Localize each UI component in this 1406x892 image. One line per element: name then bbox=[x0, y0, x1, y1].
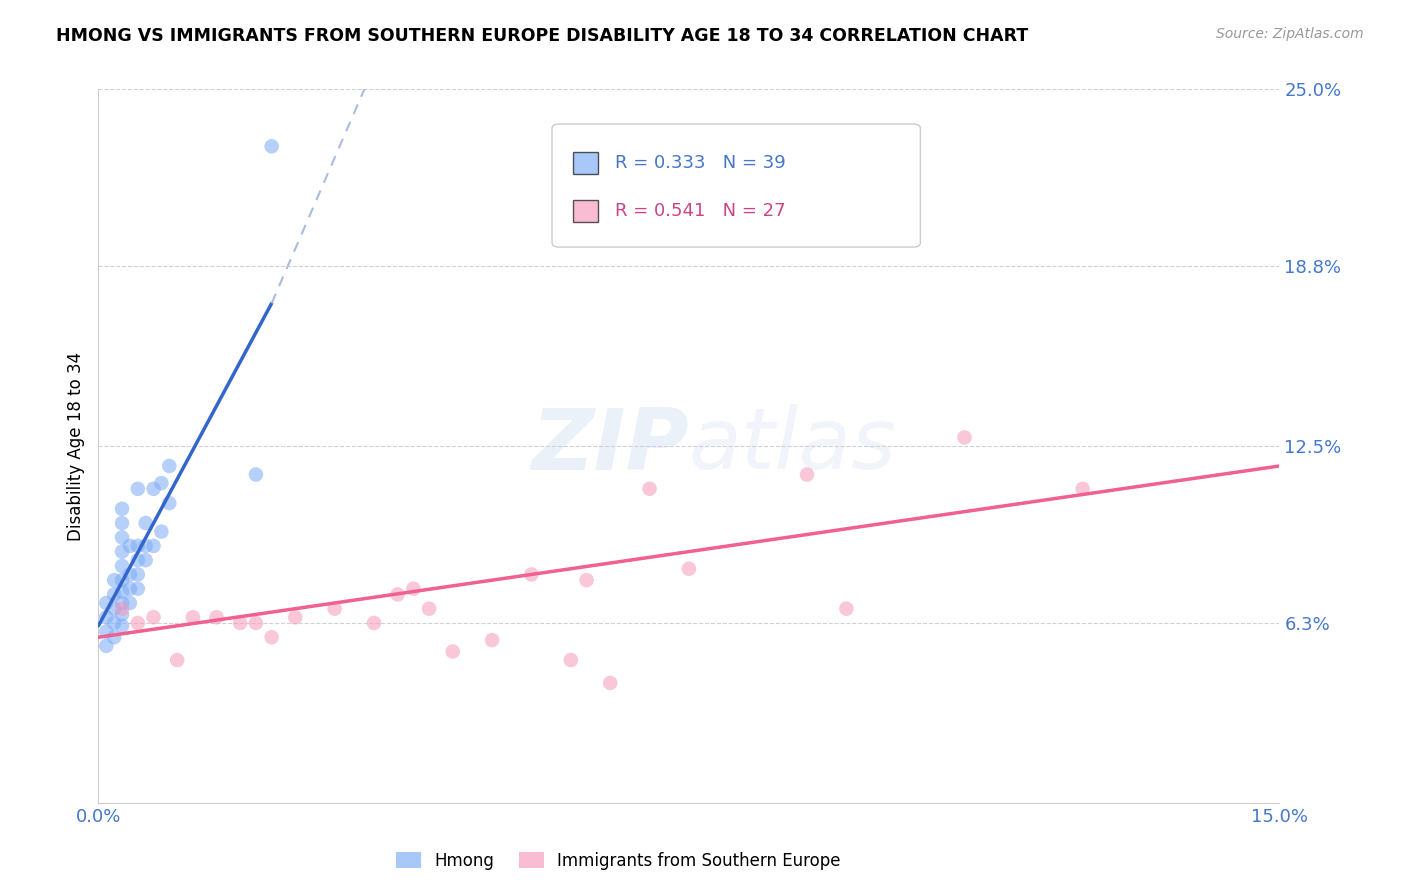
Point bbox=[245, 615, 267, 630]
Point bbox=[599, 676, 621, 690]
Point bbox=[111, 607, 134, 622]
Point bbox=[96, 596, 118, 610]
Point bbox=[111, 619, 134, 633]
Point bbox=[118, 582, 141, 596]
Point bbox=[103, 615, 125, 630]
Point bbox=[284, 610, 307, 624]
Point bbox=[127, 553, 149, 567]
Point bbox=[260, 630, 283, 644]
Point bbox=[157, 496, 180, 510]
Point bbox=[560, 653, 582, 667]
Point bbox=[323, 601, 346, 615]
Text: ZIP: ZIP bbox=[531, 404, 689, 488]
Point bbox=[103, 573, 125, 587]
Point bbox=[111, 584, 134, 599]
Point bbox=[111, 596, 134, 610]
Point bbox=[135, 553, 157, 567]
Point bbox=[402, 582, 425, 596]
Point bbox=[103, 587, 125, 601]
Point bbox=[135, 539, 157, 553]
Text: R = 0.333   N = 39: R = 0.333 N = 39 bbox=[616, 153, 786, 171]
Point bbox=[127, 615, 149, 630]
Point bbox=[118, 596, 141, 610]
Point bbox=[638, 482, 661, 496]
Point bbox=[127, 539, 149, 553]
Point bbox=[118, 567, 141, 582]
Point bbox=[96, 639, 118, 653]
Point bbox=[127, 582, 149, 596]
Point bbox=[481, 633, 503, 648]
Point bbox=[245, 467, 267, 482]
Point bbox=[111, 544, 134, 558]
Point bbox=[418, 601, 440, 615]
Point bbox=[111, 501, 134, 516]
Point bbox=[96, 610, 118, 624]
Point bbox=[157, 458, 180, 473]
Text: HMONG VS IMMIGRANTS FROM SOUTHERN EUROPE DISABILITY AGE 18 TO 34 CORRELATION CHA: HMONG VS IMMIGRANTS FROM SOUTHERN EUROPE… bbox=[56, 27, 1029, 45]
Point bbox=[363, 615, 385, 630]
Point bbox=[127, 567, 149, 582]
Point bbox=[229, 615, 252, 630]
Point bbox=[520, 567, 543, 582]
Point bbox=[118, 539, 141, 553]
Point bbox=[96, 624, 118, 639]
Point bbox=[678, 562, 700, 576]
Point bbox=[142, 539, 165, 553]
Point bbox=[142, 610, 165, 624]
Point bbox=[260, 139, 283, 153]
Point bbox=[166, 653, 188, 667]
Point bbox=[953, 430, 976, 444]
Point bbox=[135, 516, 157, 530]
Point bbox=[111, 530, 134, 544]
Point bbox=[205, 610, 228, 624]
Point bbox=[1071, 482, 1094, 496]
Point bbox=[796, 467, 818, 482]
Point bbox=[111, 516, 134, 530]
Point bbox=[150, 524, 173, 539]
Point bbox=[181, 610, 204, 624]
Point bbox=[127, 482, 149, 496]
Point bbox=[575, 573, 598, 587]
Text: atlas: atlas bbox=[689, 404, 897, 488]
Point bbox=[835, 601, 858, 615]
Point bbox=[111, 601, 134, 615]
Y-axis label: Disability Age 18 to 34: Disability Age 18 to 34 bbox=[66, 351, 84, 541]
Point bbox=[103, 601, 125, 615]
Point bbox=[111, 573, 134, 587]
Point bbox=[103, 630, 125, 644]
Text: R = 0.541   N = 27: R = 0.541 N = 27 bbox=[616, 202, 786, 219]
Point bbox=[111, 558, 134, 573]
Legend: Hmong, Immigrants from Southern Europe: Hmong, Immigrants from Southern Europe bbox=[389, 846, 848, 877]
Text: Source: ZipAtlas.com: Source: ZipAtlas.com bbox=[1216, 27, 1364, 41]
Point bbox=[150, 476, 173, 491]
Point bbox=[441, 644, 464, 658]
Point bbox=[142, 482, 165, 496]
Point bbox=[387, 587, 409, 601]
